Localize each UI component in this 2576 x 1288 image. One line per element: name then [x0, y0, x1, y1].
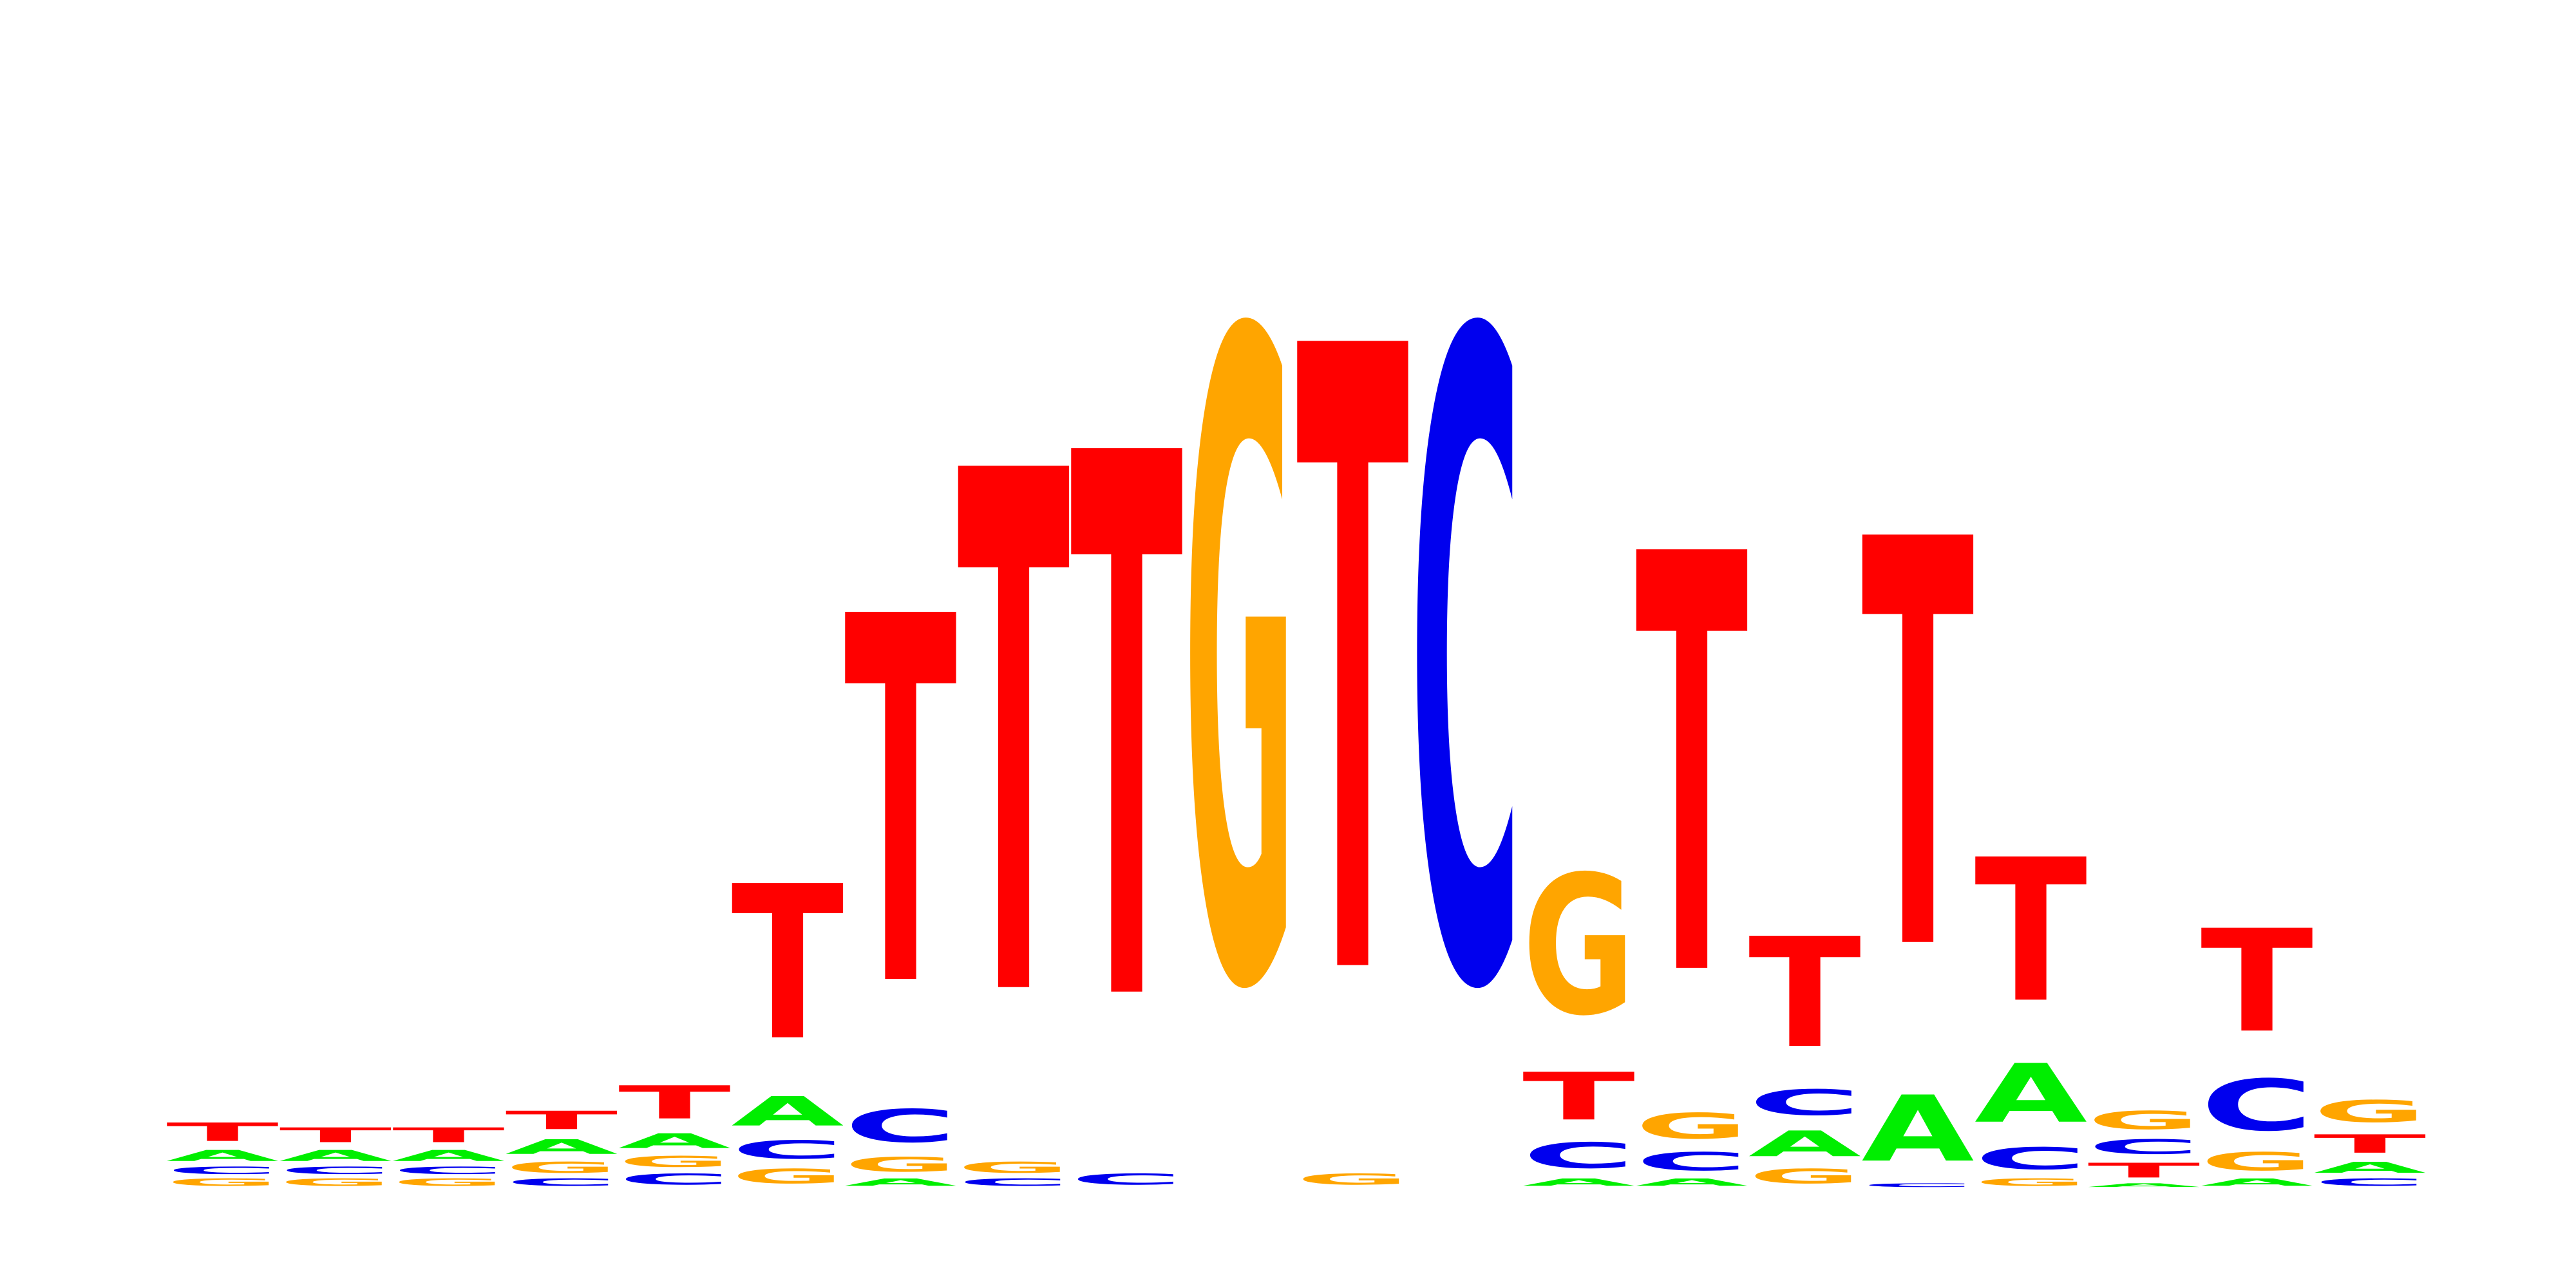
logo-letter-c: C [2201, 1065, 2313, 1146]
logo-letter-c: C [732, 1135, 844, 1165]
logo-column-12: C [1410, 153, 1522, 1184]
logo-letter-a: A [1862, 1077, 1975, 1182]
logo-letter-a: A [618, 1130, 731, 1153]
logo-letter-t: T [1070, 300, 1184, 1168]
logo-letter-a: A [732, 1088, 844, 1135]
logo-letter-c: C [2088, 1135, 2201, 1159]
logo-letter-g: G [279, 1177, 392, 1188]
logo-letter-g: G [392, 1177, 505, 1188]
logo-column-11: GT [1296, 170, 1410, 1188]
logo-letter-g: G [844, 1153, 957, 1176]
logo-letter-c: C [1748, 1082, 1861, 1123]
logo-letter-c: C [392, 1164, 505, 1176]
logo-letter-t: T [958, 324, 1071, 1156]
logo-letter-c: C [1522, 1135, 1635, 1177]
logo-letter-g: G [1184, 154, 1296, 1186]
logo-column-9: CT [1070, 300, 1184, 1188]
logo-letter-t: T [1636, 435, 1749, 1103]
logo-letter-c: C [618, 1171, 731, 1188]
logo-column-8: CGT [958, 324, 1071, 1188]
logo-letter-t: T [844, 513, 958, 1099]
logo-letter-g: G [1975, 1177, 2087, 1188]
logo-letter-t: T [279, 1124, 392, 1147]
logo-letter-c: C [844, 1100, 957, 1153]
logo-column-10: G [1184, 154, 1296, 1186]
logo-letter-a: A [844, 1177, 957, 1188]
logo-letter-a: A [392, 1147, 505, 1164]
logo-letter-g: G [1296, 1171, 1409, 1188]
logo-letter-c: C [1070, 1171, 1183, 1188]
logo-letter-t: T [1296, 170, 1410, 1167]
logo-letter-t: T [1748, 905, 1861, 1081]
logo-letter-a: A [1748, 1123, 1861, 1164]
logo-letter-g: G [1748, 1165, 1861, 1188]
logo-letter-a: A [2088, 1182, 2201, 1188]
logo-letter-a: A [2314, 1159, 2427, 1176]
logo-letter-t: T [618, 1076, 731, 1129]
logo-letter-c: C [2314, 1177, 2427, 1188]
logo-letter-a: A [1975, 1047, 2087, 1141]
logo-letter-g: G [2314, 1094, 2427, 1129]
logo-letter-a: A [1522, 1177, 1635, 1188]
logo-letter-g: G [166, 1177, 279, 1188]
logo-letter-a: A [279, 1147, 392, 1164]
logo-letter-g: G [958, 1159, 1070, 1176]
logo-letter-g: G [506, 1159, 618, 1176]
logo-letter-a: A [2201, 1177, 2313, 1188]
logo-letter-t: T [1862, 423, 1975, 1074]
logo-letter-c: C [1636, 1147, 1748, 1177]
logo-letter-c: C [279, 1164, 392, 1176]
logo-letter-c: C [1410, 153, 1522, 1184]
logo-letter-t: T [506, 1106, 618, 1135]
logo-letter-t: T [1522, 1059, 1635, 1135]
logo-letter-t: T [392, 1124, 505, 1147]
logo-letter-a: A [1636, 1177, 1748, 1188]
logo-letter-g: G [2088, 1106, 2201, 1135]
logo-letter-c: C [1975, 1141, 2087, 1177]
logo-letter-c: C [958, 1177, 1070, 1188]
logo-letter-t: T [2314, 1130, 2427, 1159]
logo-letter-g: G [1636, 1106, 1748, 1147]
logo-letter-g: G [732, 1165, 844, 1188]
logo-letter-g: G [618, 1153, 731, 1170]
logo-letter-t: T [732, 841, 845, 1087]
logo-letter-t: T [2201, 900, 2313, 1064]
logo-letter-g: G [1522, 835, 1635, 1058]
logo-column-16: CAT [1862, 423, 1975, 1188]
logo-letter-g: G [2201, 1147, 2313, 1176]
logo-letter-c: C [166, 1164, 279, 1176]
logo-letter-c: C [506, 1177, 618, 1188]
logo-letter-t: T [1975, 818, 2088, 1046]
logo-letter-a: A [166, 1147, 279, 1164]
logo-letter-a: A [506, 1135, 618, 1159]
logo-letter-t: T [2088, 1159, 2201, 1182]
logo-letter-t: T [166, 1118, 279, 1147]
logo-letter-c: C [1862, 1182, 1975, 1188]
